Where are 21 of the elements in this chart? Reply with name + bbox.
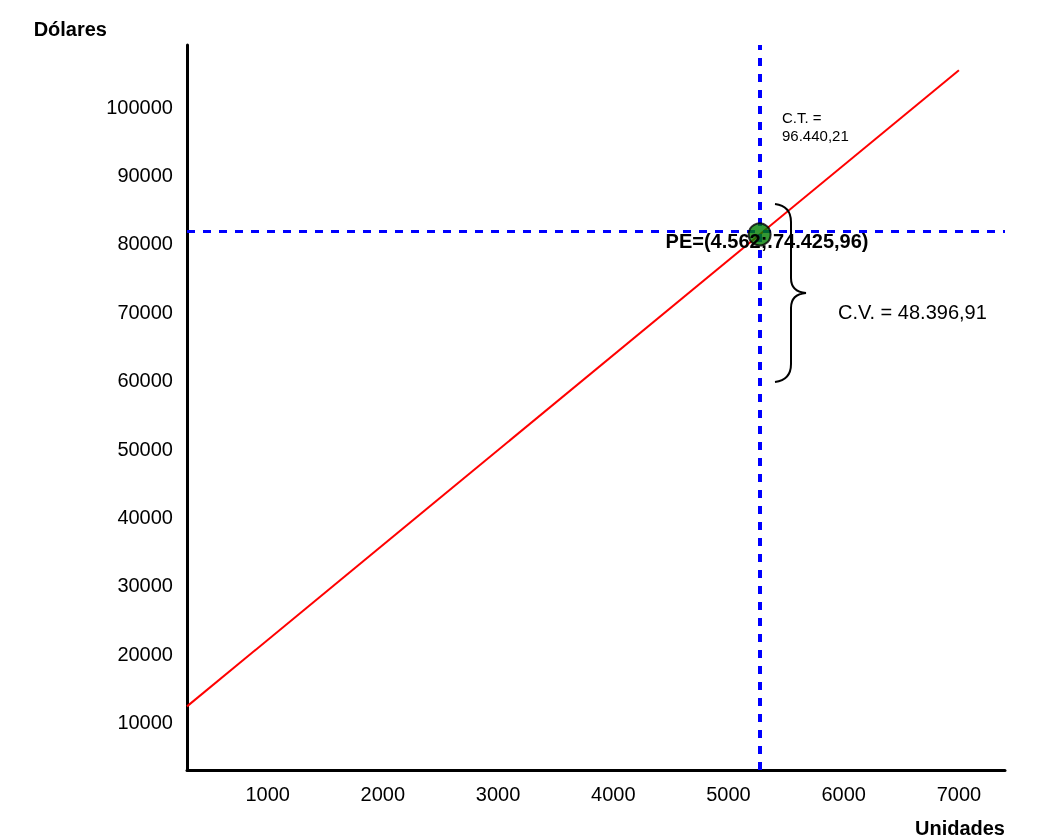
y-tick-label: 10000: [117, 711, 173, 734]
x-axis-title: Unidades: [914, 817, 1005, 839]
annotation: C.T. = 96.440,21: [782, 108, 849, 144]
y-tick-label: 80000: [117, 232, 173, 255]
y-tick-label: 20000: [117, 642, 173, 665]
y-tick-label: 60000: [117, 369, 173, 392]
y-tick-label: 90000: [117, 163, 173, 186]
annotation: C.V. = 48.396,91: [838, 300, 987, 323]
y-tick-label: 30000: [117, 574, 173, 597]
x-tick-label: 6000: [821, 783, 866, 805]
x-tick-label: 2000: [360, 783, 406, 805]
y-tick-label: 100000: [106, 95, 173, 118]
x-tick-label: 3000: [475, 783, 521, 805]
x-tick-label: 1000: [245, 783, 290, 805]
y-axis-title: Dólares: [33, 18, 107, 40]
y-tick-label: 70000: [117, 300, 173, 323]
x-tick-label: 4000: [591, 783, 636, 805]
y-tick-label: 40000: [117, 505, 173, 528]
y-tick-label: 50000: [117, 437, 173, 460]
x-tick-label: 7000: [936, 783, 982, 805]
x-tick-label: 5000: [706, 783, 751, 805]
